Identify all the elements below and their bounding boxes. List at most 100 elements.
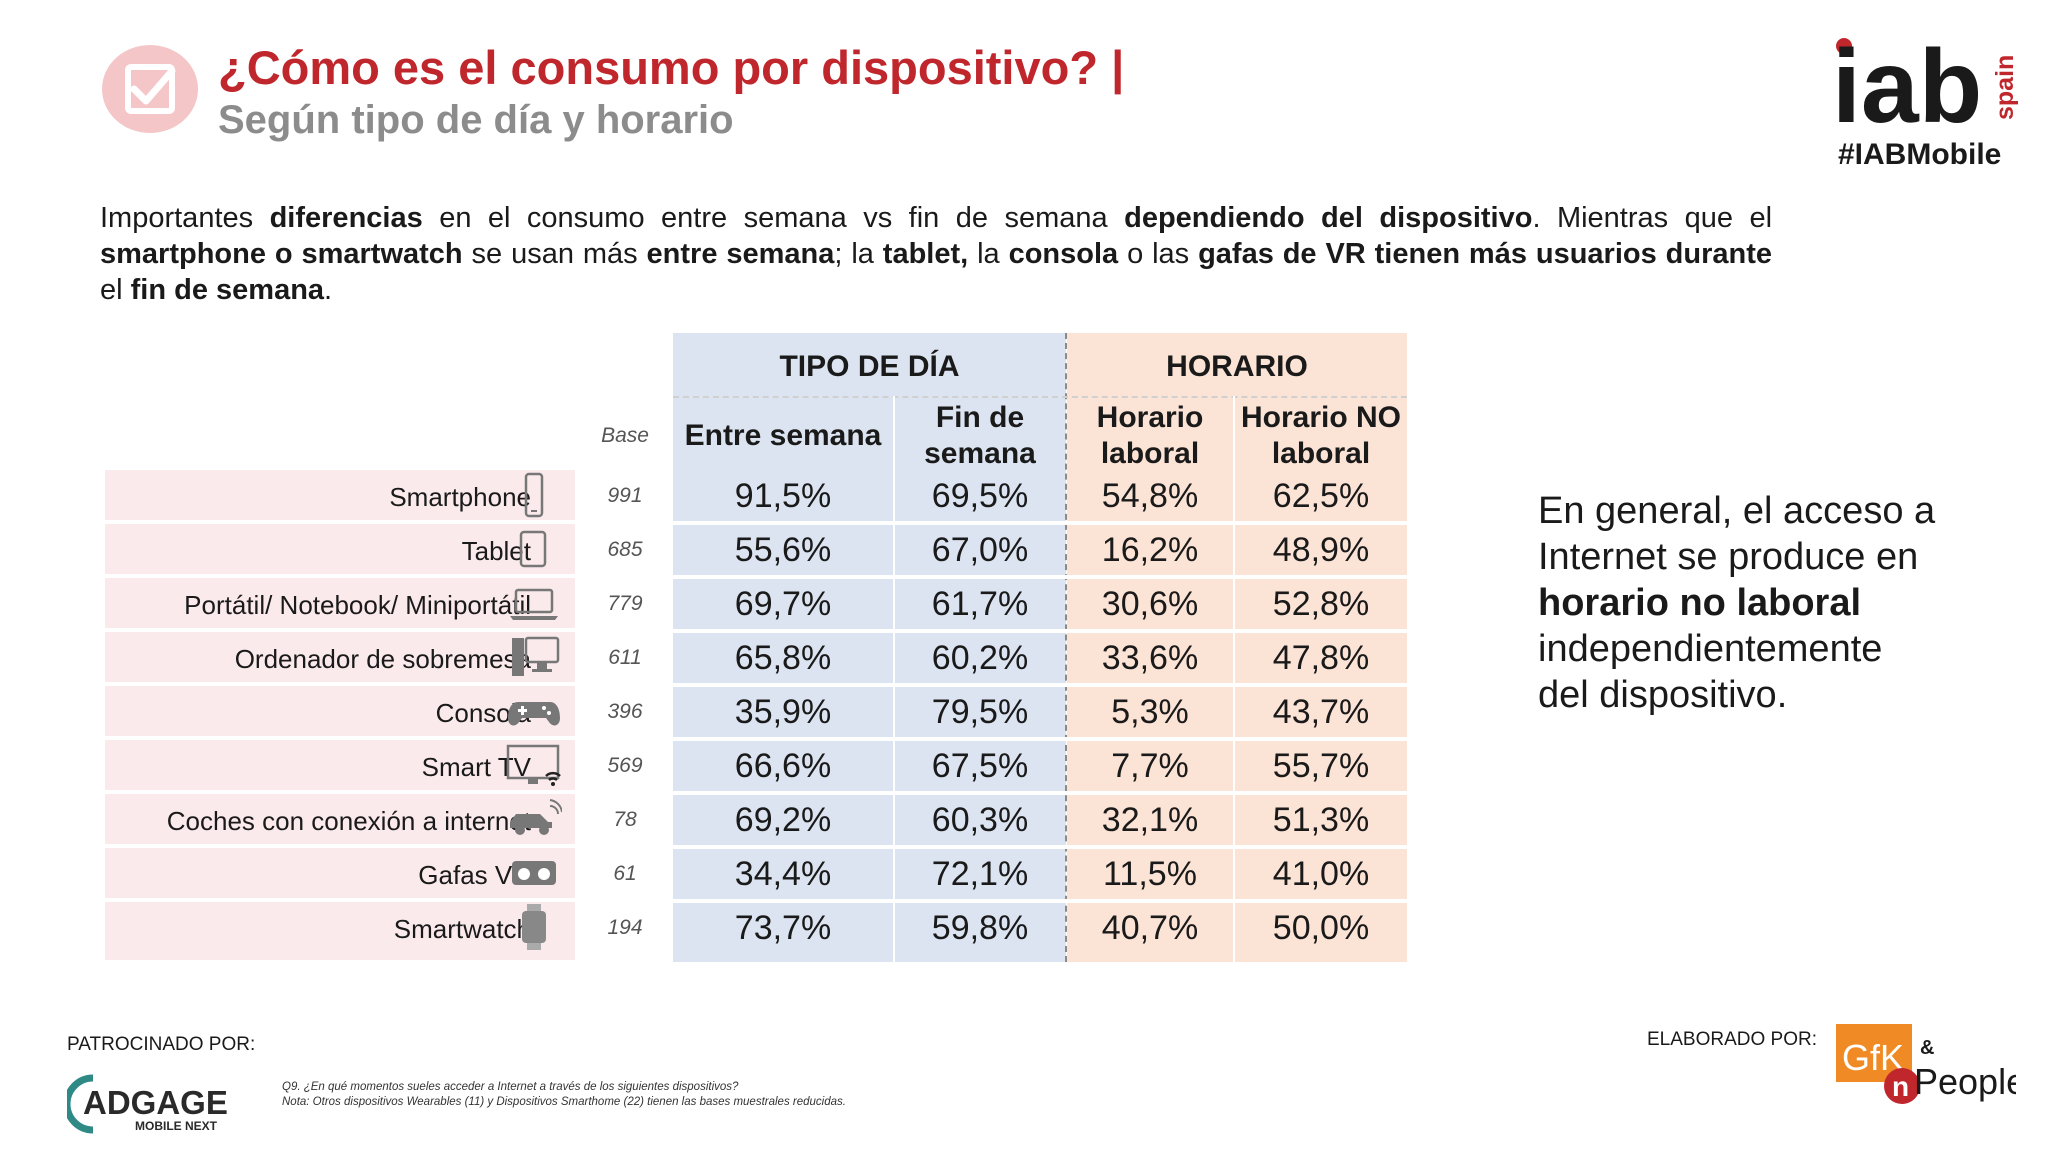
bold-text-segment: fin de semana: [130, 274, 325, 306]
col-header-fin-semana: Fin de semana: [895, 400, 1065, 472]
text-segment: se usan más: [462, 238, 647, 270]
gfk-npeople-logo: GfK & n People: [1836, 1020, 2026, 1110]
value-fin-semana: 79,5%: [931, 693, 1029, 731]
value-horario-no-laboral: 52,8%: [1272, 585, 1370, 623]
text-segment: Importantes: [100, 202, 270, 234]
group-header-day: TIPO DE DÍA: [779, 350, 960, 383]
value-fin-semana: 72,1%: [931, 855, 1029, 893]
value-entre-semana: 69,7%: [734, 585, 832, 623]
checklist-icon: [102, 45, 198, 133]
col-header-fin-line1: Fin de: [935, 401, 1025, 434]
device-label: Ordenador de sobremesa: [234, 644, 531, 674]
value-horario-laboral: 54,8%: [1101, 477, 1199, 515]
base-value: 991: [607, 484, 643, 507]
value-entre-semana: 65,8%: [734, 639, 832, 677]
device-label: Portátil/ Notebook/ Miniportátil: [184, 590, 531, 620]
value-horario-laboral: 5,3%: [1111, 693, 1189, 731]
gamepad-icon: [506, 688, 562, 734]
row-separator: [673, 521, 1407, 525]
desktop-icon: [506, 634, 562, 680]
column-separator: [893, 396, 895, 962]
intro-paragraph: Importantes diferencias en el consumo en…: [100, 200, 1772, 308]
value-fin-semana: 69,5%: [931, 477, 1029, 515]
value-entre-semana: 34,4%: [734, 855, 832, 893]
device-label: Tablet: [461, 536, 531, 566]
bold-text-segment: consola: [1008, 238, 1119, 270]
value-horario-laboral: 32,1%: [1101, 801, 1199, 839]
page-subtitle: Según tipo de día y horario: [218, 98, 734, 142]
base-value: 78: [613, 808, 637, 831]
row-separator: [673, 899, 1407, 903]
value-entre-semana: 35,9%: [734, 693, 832, 731]
smartphone-icon: [506, 472, 562, 518]
smartwatch-icon: [506, 904, 562, 950]
bold-text-segment: smartphone o smartwatch: [100, 238, 463, 270]
col-header-entre-semana: Entre semana: [684, 419, 882, 452]
text-segment: el: [100, 274, 131, 306]
text-segment: En general, el acceso a Internet se prod…: [1538, 490, 1936, 578]
footnote-note: Nota: Otros dispositivos Wearables (11) …: [282, 1096, 846, 1108]
group-divider: [1065, 333, 1067, 962]
device-row-background: [105, 632, 575, 682]
value-entre-semana: 73,7%: [734, 909, 832, 947]
iab-spain-logo: iab spain: [1832, 29, 2022, 145]
col-header-no-laboral-line2: laboral: [1271, 437, 1371, 470]
text-segment: .: [324, 274, 333, 306]
device-row-background: [105, 524, 575, 574]
row-separator: [673, 575, 1407, 579]
bold-text-segment: tablet,: [882, 238, 969, 270]
base-column-header: Base: [601, 424, 649, 447]
base-value: 685: [607, 538, 643, 561]
col-header-horario-laboral: Horario laboral: [1067, 400, 1233, 472]
base-value: 396: [607, 700, 643, 723]
device-row-background: [105, 740, 575, 790]
vr-glasses-icon: [506, 850, 562, 896]
value-entre-semana: 91,5%: [734, 477, 832, 515]
value-horario-no-laboral: 50,0%: [1272, 909, 1370, 947]
device-label: Coches con conexión a internet: [166, 806, 531, 836]
device-row-background: [105, 578, 575, 628]
value-horario-no-laboral: 51,3%: [1272, 801, 1370, 839]
base-value: 194: [607, 916, 643, 939]
value-entre-semana: 69,2%: [734, 801, 832, 839]
footnote-question: Q9. ¿En qué momentos sueles acceder a In…: [282, 1081, 739, 1093]
row-separator: [673, 683, 1407, 687]
bold-text-segment: dependiendo del dispositivo: [1124, 202, 1533, 234]
page-title: ¿Cómo es el consumo por dispositivo? |: [218, 41, 1125, 94]
value-horario-no-laboral: 47,8%: [1272, 639, 1370, 677]
value-horario-laboral: 7,7%: [1111, 747, 1189, 785]
header-divider: [673, 396, 1407, 398]
value-entre-semana: 55,6%: [734, 531, 832, 569]
value-fin-semana: 59,8%: [931, 909, 1029, 947]
text-segment: en el consumo entre semana vs fin de sem…: [422, 202, 1125, 234]
base-value: 569: [607, 754, 643, 777]
sponsor-label: PATROCINADO POR:: [67, 1034, 256, 1055]
text-segment: la: [968, 238, 1009, 270]
text-segment: ; la: [834, 238, 883, 270]
col-header-no-laboral-line1: Horario NO: [1240, 401, 1402, 434]
value-horario-no-laboral: 48,9%: [1272, 531, 1370, 569]
value-horario-no-laboral: 55,7%: [1272, 747, 1370, 785]
value-fin-semana: 67,5%: [931, 747, 1029, 785]
footnote: Q9. ¿En qué momentos sueles acceder a In…: [282, 1080, 846, 1110]
value-fin-semana: 60,3%: [931, 801, 1029, 839]
device-row-background: [105, 686, 575, 736]
value-fin-semana: 67,0%: [931, 531, 1029, 569]
bold-text-segment: horario no laboral: [1538, 582, 1862, 624]
base-value: 61: [613, 862, 637, 885]
col-header-laboral-line2: laboral: [1100, 437, 1200, 470]
adgage-logo-text: ADGAGE: [83, 1084, 228, 1121]
day-column-background: [673, 333, 1066, 962]
hashtag: #IABMobile: [1838, 138, 2002, 171]
value-entre-semana: 66,6%: [734, 747, 832, 785]
row-separator: [673, 845, 1407, 849]
ampersand-text: &: [1920, 1037, 1934, 1059]
value-horario-laboral: 40,7%: [1101, 909, 1199, 947]
value-horario-no-laboral: 41,0%: [1272, 855, 1370, 893]
group-header-time: HORARIO: [1166, 350, 1308, 383]
smart-tv-icon: [506, 742, 562, 788]
iab-logo-text: iab: [1832, 30, 1982, 140]
value-horario-laboral: 30,6%: [1101, 585, 1199, 623]
tablet-icon: [506, 526, 562, 572]
column-separator: [1233, 396, 1235, 962]
